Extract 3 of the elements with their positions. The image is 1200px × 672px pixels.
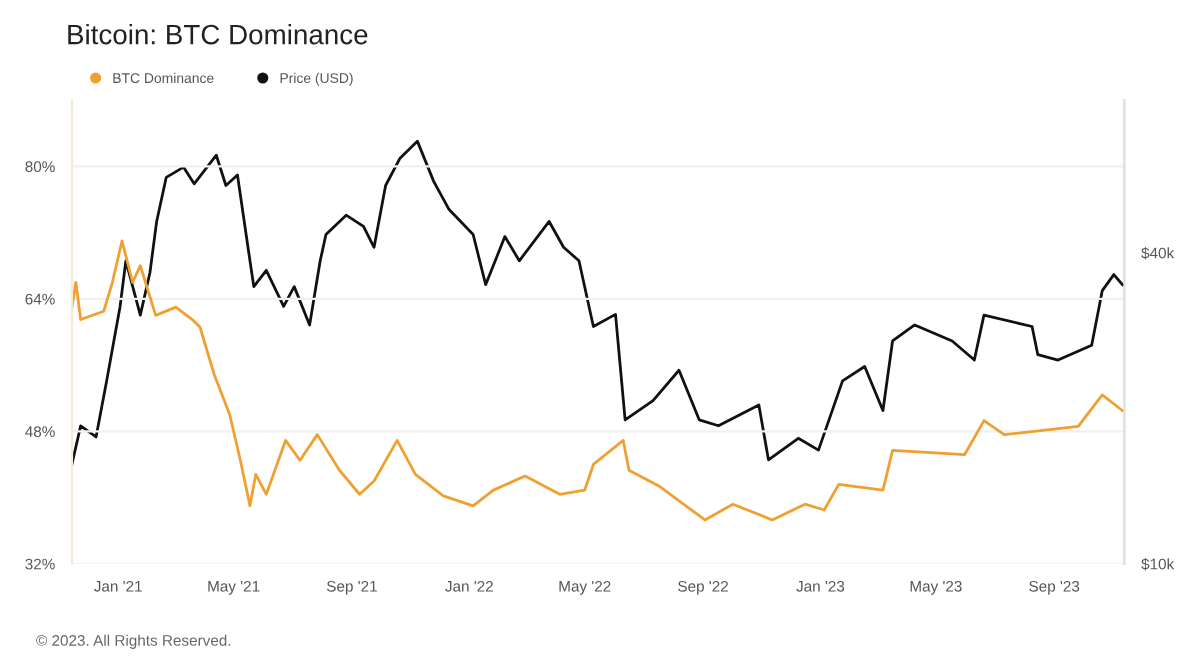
line-series <box>72 239 1124 522</box>
line-series <box>72 139 1124 466</box>
chart-title: Bitcoin: BTC Dominance <box>68 24 368 45</box>
